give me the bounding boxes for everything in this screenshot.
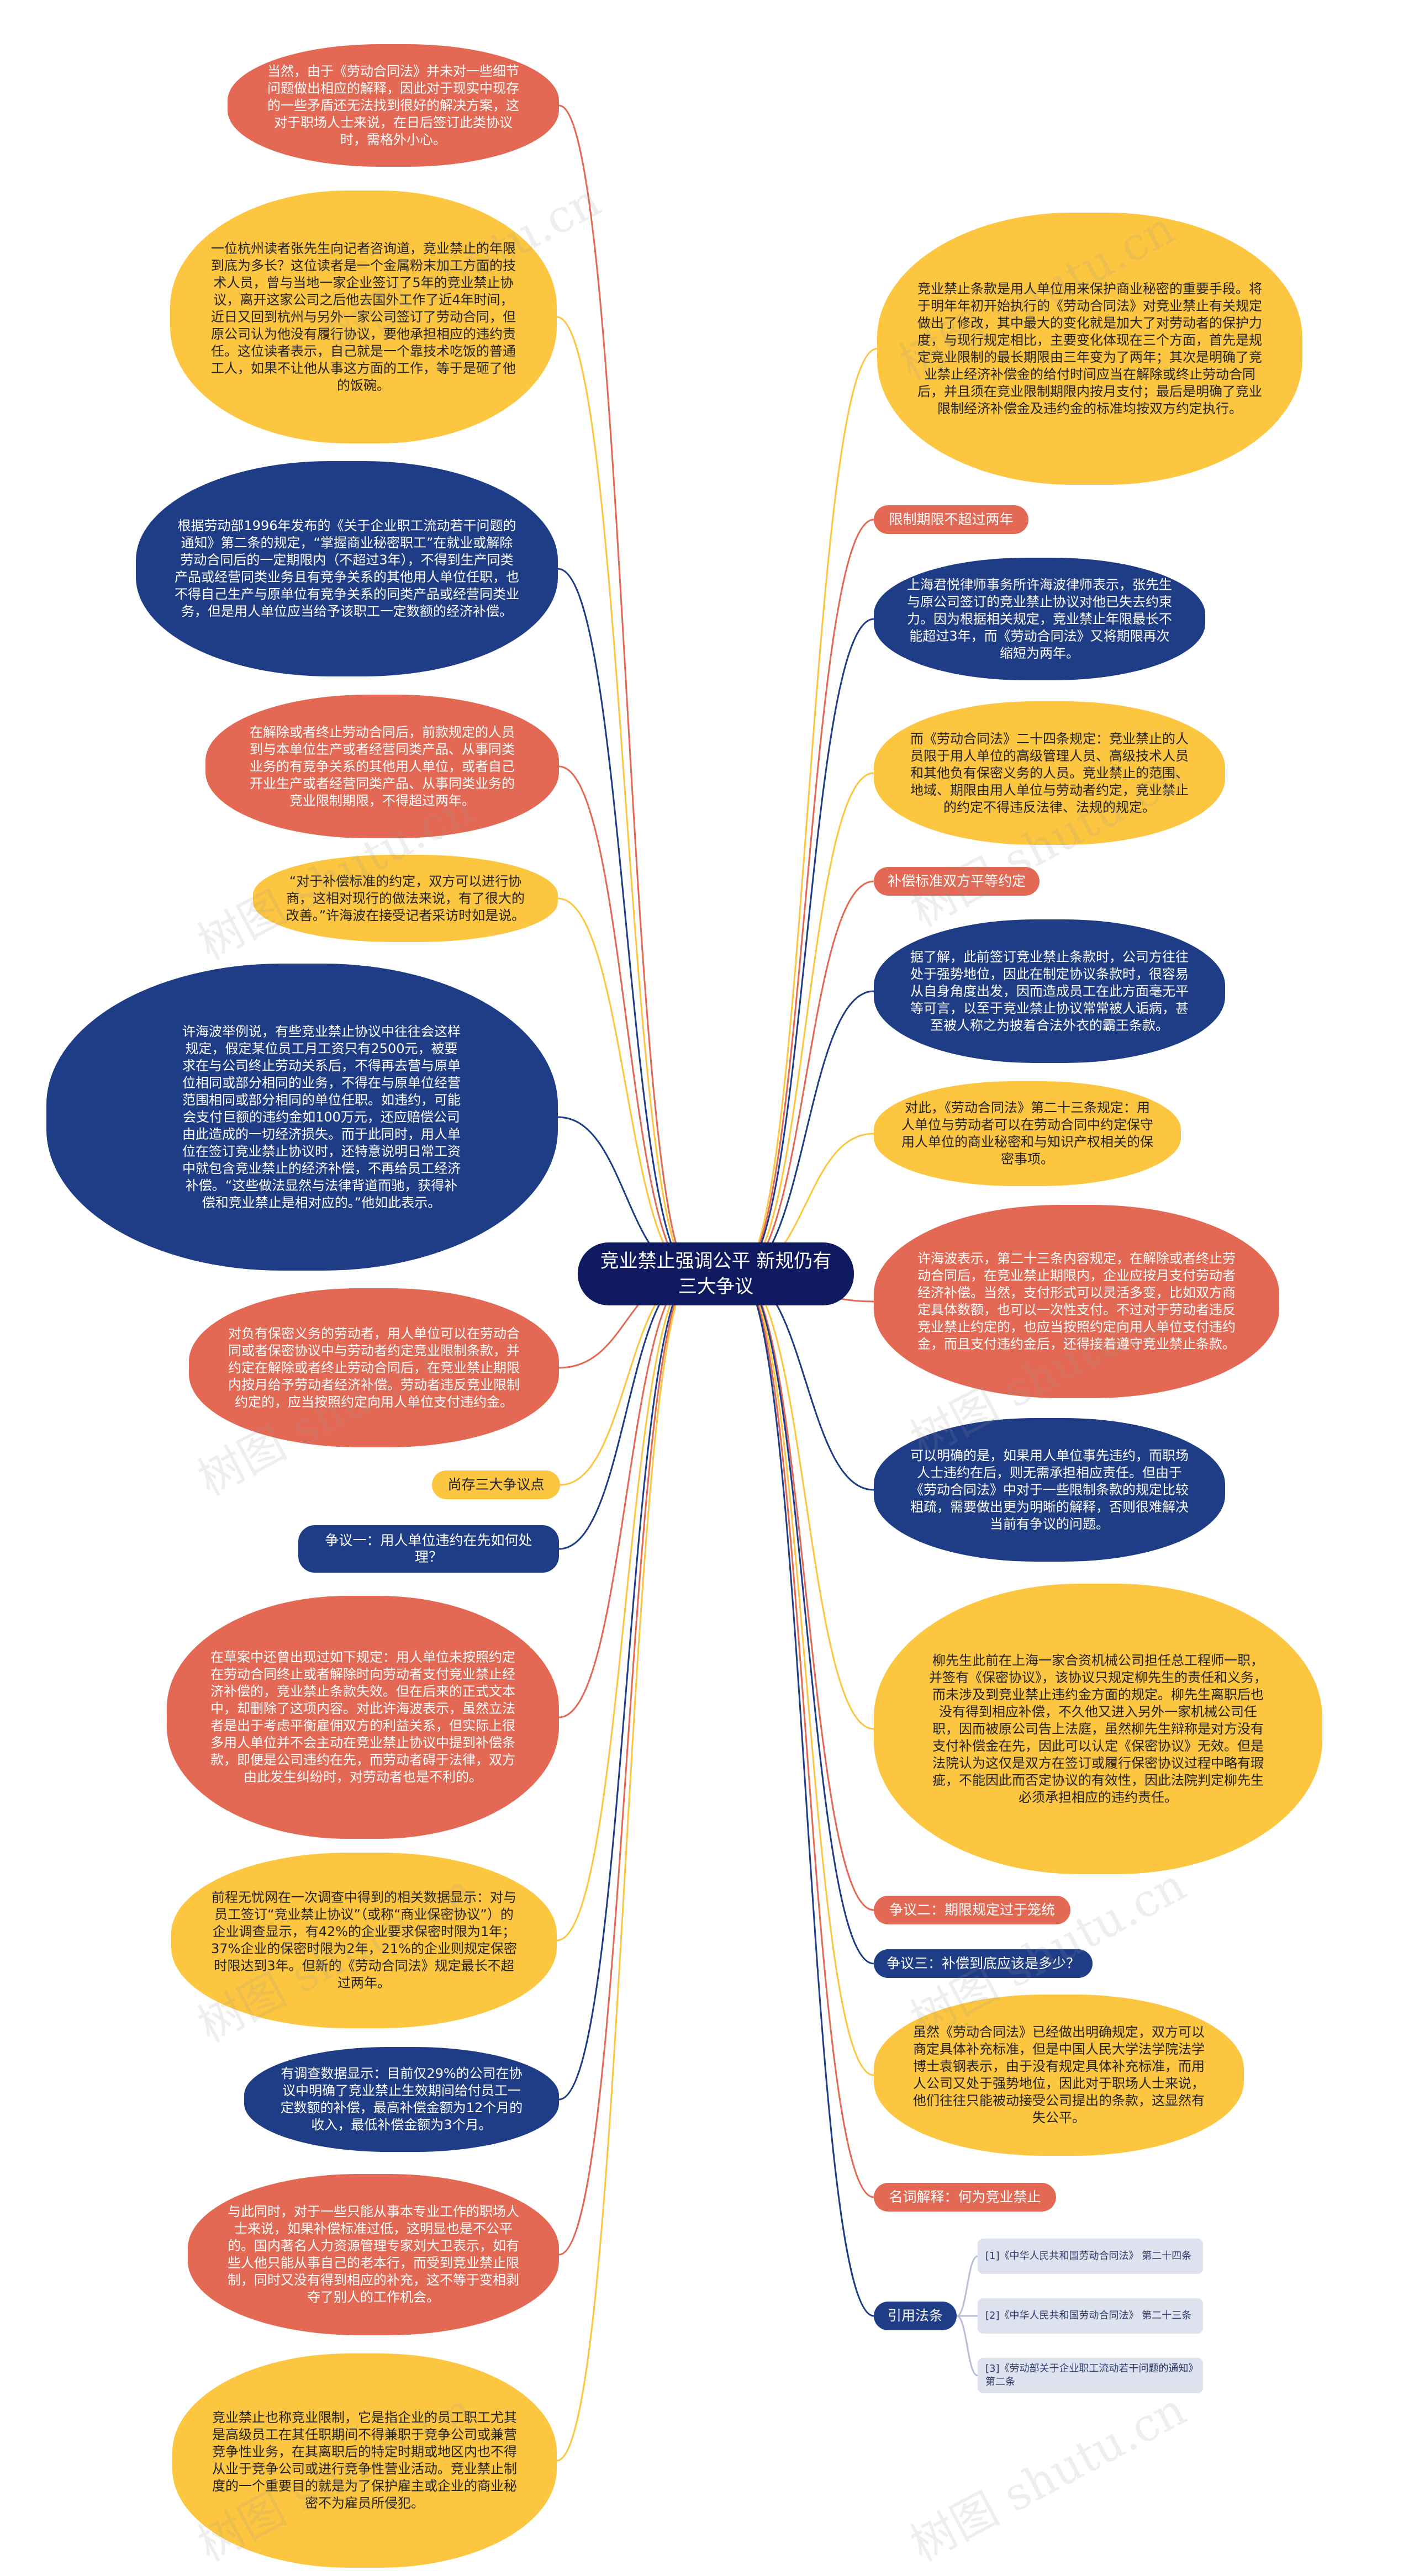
connector-RP2 [737,1273,874,1911]
connector-L9 [558,1273,694,2101]
pill-limit-two-years-text: 限制期限不超过两年 [889,511,1014,527]
pill-dispute-three-text: 争议三：补偿到底应该是多少？ [886,1955,1080,1971]
left-node-4-text: 在解除或者终止劳动合同后，前款规定的人员到与本单位生产或者经营同类产品、从事同类… [250,724,515,808]
connector-RP4 [737,1273,874,2198]
left-node-9[interactable]: 前程无忧网在一次调查中得到的相关数据显示：对与员工签订“竞业禁止协议”（或称“商… [171,1853,557,2028]
left-node-1-text: 当然，由于《劳动合同法》并未对一些细节问题做出相应的解释，因此对于现实中现存的一… [267,63,519,147]
left-node-3[interactable]: 根据劳动部1996年发布的《关于企业职工流动若干问题的通知》第二条的规定，“掌握… [136,461,558,676]
left-node-8[interactable]: 在草案中还曾出现过如下规定：用人单位未按照约定在劳动合同终止或者解除时向劳动者支… [167,1596,559,1839]
right-node-8-text: 柳先生此前在上海一家合资机械公司担任总工程师一职，并签有《保密协议》，该协议只规… [929,1652,1267,1805]
right-node-5[interactable]: 对此，《劳动合同法》第二十三条规定：用人单位与劳动者可以在劳动合同中约定保守用人… [874,1081,1181,1186]
left-node-12-text: 竞业禁止也称竞业限制，它是指企业的员工职工尤其是高级员工在其任职期间不得兼职于竞… [212,2410,517,2511]
left-node-11[interactable]: 与此同时，对于一些只能从事本专业工作的职场人士来说，如果补偿标准过低，这明显也是… [188,2174,559,2335]
connector-L8 [556,1273,694,1942]
connector-L1 [556,316,694,1275]
connector-L11 [556,1273,694,2462]
pill-cited-laws[interactable]: 引用法条 [874,2302,957,2330]
right-node-2[interactable]: 上海君悦律师事务所许海波律师表示，张先生与原公司签订的竞业禁止协议对他已失去约束… [874,558,1205,680]
right-node-1-text: 竞业禁止条款是用人单位用来保护商业秘密的重要手段。将于明年年初开始执行的《劳动合… [917,281,1262,416]
left-node-10-text: 有调查数据显示：目前仅29%的公司在协议中明确了竞业禁止生效期间给付员工一定数额… [280,2066,523,2133]
pill-definition[interactable]: 名词解释：何为竞业禁止 [874,2183,1056,2212]
connector-RP5 [737,1273,874,2317]
connector-L7 [558,1273,694,1718]
right-node-3[interactable]: 而《劳动合同法》二十四条规定：竞业禁止的人员限于用人单位的高级管理人员、高级技术… [874,701,1225,845]
connector-R7 [737,1273,874,1730]
left-node-6-text: 许海波举例说，有些竞业禁止协议中往往会这样规定，假定某位员工月工资只有2500元… [182,1023,461,1210]
connector-L0 [558,104,694,1275]
right-node-9[interactable]: 虽然《劳动合同法》已经做出明确规定，双方可以商定具体补充标准，但是中国人民大学法… [874,1995,1244,2156]
connector-R2 [737,772,874,1275]
connector-L4 [557,897,694,1275]
left-node-5[interactable]: “对于补偿标准的约定，双方可以进行协商，这相对现行的做法来说，有了很大的改善。”… [253,855,558,942]
connector-R3 [737,990,874,1275]
pill-limit-two-years[interactable]: 限制期限不超过两年 [874,505,1028,534]
left-node-2-text: 一位杭州读者张先生向记者咨询道，竞业禁止的年限到底为多长？这位读者是一个金属粉末… [211,240,516,393]
left-node-8-text: 在草案中还曾出现过如下规定：用人单位未按照约定在劳动合同终止或者解除时向劳动者支… [210,1649,515,1785]
left-node-11-text: 与此同时，对于一些只能从事本专业工作的职场人士来说，如果补偿标准过低，这明显也是… [228,2204,519,2305]
right-node-6-text: 许海波表示，第二十三条内容规定，在解除或者终止劳动合同后，在竞业禁止期限内，企业… [917,1251,1236,1352]
pill-dispute-two[interactable]: 争议二：期限规定过于笼统 [874,1896,1070,1924]
ref-item-2[interactable]: [2]《中华人民共和国劳动合同法》 第二十三条 [978,2298,1203,2334]
right-node-8[interactable]: 柳先生此前在上海一家合资机械公司担任总工程师一职，并签有《保密协议》，该协议只规… [874,1584,1322,1874]
connector-REF2 [956,2315,978,2377]
root-topic-text: 竞业禁止强调公平 新规仍有三大争议 [600,1250,832,1298]
connector-REF0 [956,2255,978,2317]
pill-three-disputes-text: 尚存三大争议点 [447,1477,545,1493]
connector-L10 [558,1273,694,2256]
right-node-6[interactable]: 许海波表示，第二十三条内容规定，在解除或者终止劳动合同后，在竞业禁止期限内，企业… [874,1205,1279,1398]
pill-cited-laws-text: 引用法条 [887,2308,943,2324]
right-node-7-text: 可以明确的是，如果用人单位事先违约，而职场人士违约在后，则无需承担相应责任。但由… [910,1447,1189,1532]
pill-dispute-three[interactable]: 争议三：补偿到底应该是多少？ [874,1949,1093,1978]
left-node-3-text: 根据劳动部1996年发布的《关于企业职工流动若干问题的通知》第二条的规定，“掌握… [175,518,519,619]
connector-L2 [557,568,694,1275]
root-topic[interactable]: 竞业禁止强调公平 新规仍有三大争议 [578,1242,854,1305]
pill-dispute-one[interactable]: 争议一：用人单位违约在先如何处理？ [298,1525,559,1573]
ref-item-1[interactable]: [1]《中华人民共和国劳动合同法》 第二十四条 [978,2239,1203,2274]
ref-item-3[interactable]: [3]《劳动部关于企业职工流动若干问题的通知》第二条 [978,2358,1203,2393]
pill-three-disputes[interactable]: 尚存三大争议点 [432,1471,560,1499]
pill-compensation-equal[interactable]: 补偿标准双方平等约定 [874,867,1040,896]
right-node-7[interactable]: 可以明确的是，如果用人单位事先违约，而职场人士违约在后，则无需承担相应责任。但由… [874,1418,1225,1562]
pill-compensation-equal-text: 补偿标准双方平等约定 [887,873,1026,889]
right-node-1[interactable]: 竞业禁止条款是用人单位用来保护商业秘密的重要手段。将于明年年初开始执行的《劳动合… [877,213,1302,485]
pill-dispute-one-text: 争议一：用人单位违约在先如何处理？ [325,1532,532,1565]
pill-definition-text: 名词解释：何为竞业禁止 [889,2189,1041,2205]
left-node-12[interactable]: 竞业禁止也称竞业限制，它是指企业的员工职工尤其是高级员工在其任职期间不得兼职于竞… [172,2353,557,2568]
left-node-5-text: “对于补偿标准的约定，双方可以进行协商，这相对现行的做法来说，有了很大的改善。”… [286,873,525,923]
ref-item-3-text: [3]《劳动部关于企业职工流动若干问题的通知》第二条 [985,2363,1194,2388]
left-node-9-text: 前程无忧网在一次调查中得到的相关数据显示：对与员工签订“竞业禁止协议”（或称“商… [211,1890,517,1991]
right-node-4[interactable]: 据了解，此前签订竞业禁止条款时，公司方往往处于强势地位，因此在制定协议条款时，很… [874,919,1225,1063]
connector-R1 [737,618,874,1275]
ref-item-2-text: [2]《中华人民共和国劳动合同法》 第二十三条 [985,2310,1192,2321]
connector-RP0 [737,519,874,1275]
left-node-1[interactable]: 当然，由于《劳动合同法》并未对一些细节问题做出相应的解释，因此对于现实中现存的一… [228,44,559,167]
connector-R8 [737,1273,874,2076]
right-node-3-text: 而《劳动合同法》二十四条规定：竞业禁止的人员限于用人单位的高级管理人员、高级技术… [910,731,1189,815]
connector-RP3 [737,1273,874,1965]
left-node-4[interactable]: 在解除或者终止劳动合同后，前款规定的人员到与本单位生产或者经营同类产品、从事同类… [205,695,559,838]
left-node-7-text: 对负有保密义务的劳动者，用人单位可以在劳动合同或者保密协议中与劳动者约定竞业限制… [228,1325,520,1410]
right-node-5-text: 对此，《劳动合同法》第二十三条规定：用人单位与劳动者可以在劳动合同中约定保守用人… [901,1100,1153,1167]
right-node-4-text: 据了解，此前签订竞业禁止条款时，公司方往往处于强势地位，因此在制定协议条款时，很… [910,949,1189,1033]
left-node-2[interactable]: 一位杭州读者张先生向记者咨询道，竞业禁止的年限到底为多长？这位读者是一个金属粉末… [170,191,557,443]
ref-item-1-text: [1]《中华人民共和国劳动合同法》 第二十四条 [985,2250,1192,2262]
left-node-7[interactable]: 对负有保密义务的劳动者，用人单位可以在劳动合同或者保密协议中与劳动者约定竞业限制… [189,1288,559,1447]
left-node-10[interactable]: 有调查数据显示：目前仅29%的公司在协议中明确了竞业禁止生效期间给付员工一定数额… [244,2047,559,2152]
left-node-6[interactable]: 许海波举例说，有些竞业禁止协议中往往会这样规定，假定某位员工月工资只有2500元… [46,964,558,1271]
right-node-9-text: 虽然《劳动合同法》已经做出明确规定，双方可以商定具体补充标准，但是中国人民大学法… [913,2024,1205,2125]
right-node-2-text: 上海君悦律师事务所许海波律师表示，张先生与原公司签订的竞业禁止协议对他已失去约束… [907,576,1172,661]
pill-dispute-two-text: 争议二：期限规定过于笼统 [889,1902,1055,1918]
connector-R0 [737,348,878,1275]
